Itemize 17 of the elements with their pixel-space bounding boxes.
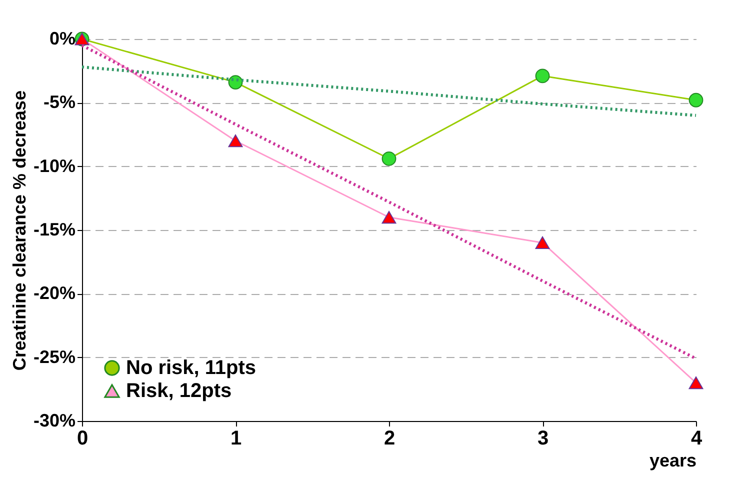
y-tick-label: -10% [33, 156, 76, 176]
x-tick-label: 4 [690, 428, 703, 450]
x-tick-label: 1 [230, 428, 242, 450]
y-tick-label: 0% [49, 28, 76, 48]
legend-label: No risk, 11pts [126, 357, 256, 379]
line-series [80, 66, 698, 117]
y-axis-title: Creatinine clearance % decrease [9, 90, 30, 371]
y-tick-label: -25% [33, 346, 76, 367]
x-axis-title: years [649, 450, 696, 470]
legend-label: Risk, 12pts [126, 380, 232, 402]
x-tick-label: 0 [76, 428, 88, 450]
x-tick-label: 2 [384, 428, 396, 450]
y-tick-label: -15% [33, 220, 76, 240]
y-tick-label: -30% [33, 410, 76, 430]
y-tick-label: -5% [43, 92, 76, 112]
x-tick-label: 3 [537, 428, 549, 450]
y-tick-label: -20% [33, 283, 76, 304]
